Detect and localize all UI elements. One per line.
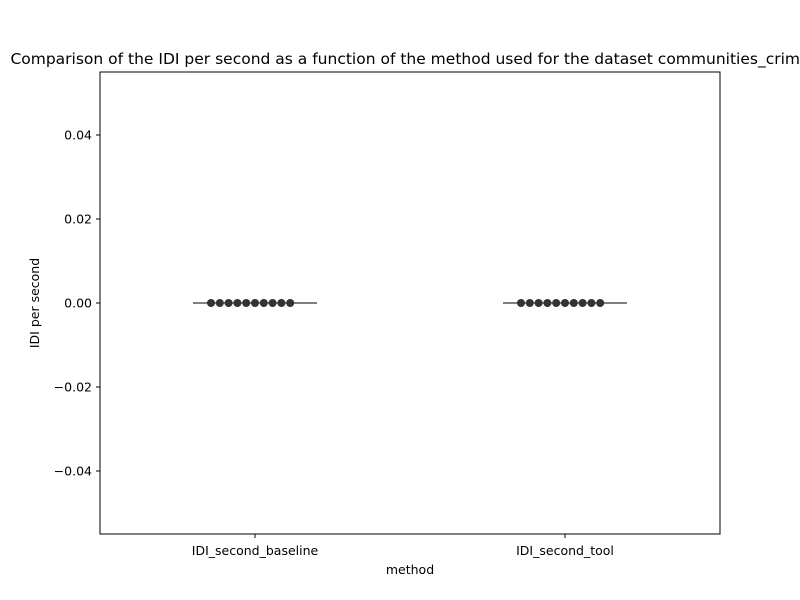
- data-point: [578, 299, 587, 307]
- data-point: [525, 299, 534, 307]
- data-point: [268, 299, 277, 307]
- data-point: [259, 299, 268, 307]
- y-tick-label: 0.02: [64, 212, 92, 227]
- data-point: [587, 299, 596, 307]
- x-axis-label: method: [386, 562, 434, 577]
- data-point: [224, 299, 233, 307]
- y-tick-label: −0.04: [54, 464, 92, 479]
- y-axis-label: IDI per second: [27, 258, 42, 348]
- y-tick-label: −0.02: [54, 380, 92, 395]
- data-point: [569, 299, 578, 307]
- data-point: [517, 299, 525, 307]
- data-point: [215, 299, 224, 307]
- data-point: [596, 299, 605, 307]
- data-point: [233, 299, 242, 307]
- y-tick-label: 0.04: [64, 128, 92, 143]
- data-point: [552, 299, 561, 307]
- data-point: [242, 299, 251, 307]
- data-point: [286, 299, 295, 307]
- x-tick-label: IDI_second_baseline: [192, 543, 319, 558]
- data-marks: [193, 299, 627, 307]
- data-point: [277, 299, 286, 307]
- x-tick-label: IDI_second_tool: [516, 543, 614, 558]
- data-point: [561, 299, 569, 307]
- data-point: [251, 299, 259, 307]
- data-point: [207, 299, 215, 307]
- y-tick-label: 0.00: [64, 296, 92, 311]
- data-point: [534, 299, 543, 307]
- chart-title: Comparison of the IDI per second as a fu…: [10, 50, 800, 69]
- x-axis: IDI_second_baseline IDI_second_tool: [192, 534, 614, 558]
- y-axis: −0.04 −0.02 0.00 0.02 0.04: [54, 128, 100, 479]
- data-point: [543, 299, 552, 307]
